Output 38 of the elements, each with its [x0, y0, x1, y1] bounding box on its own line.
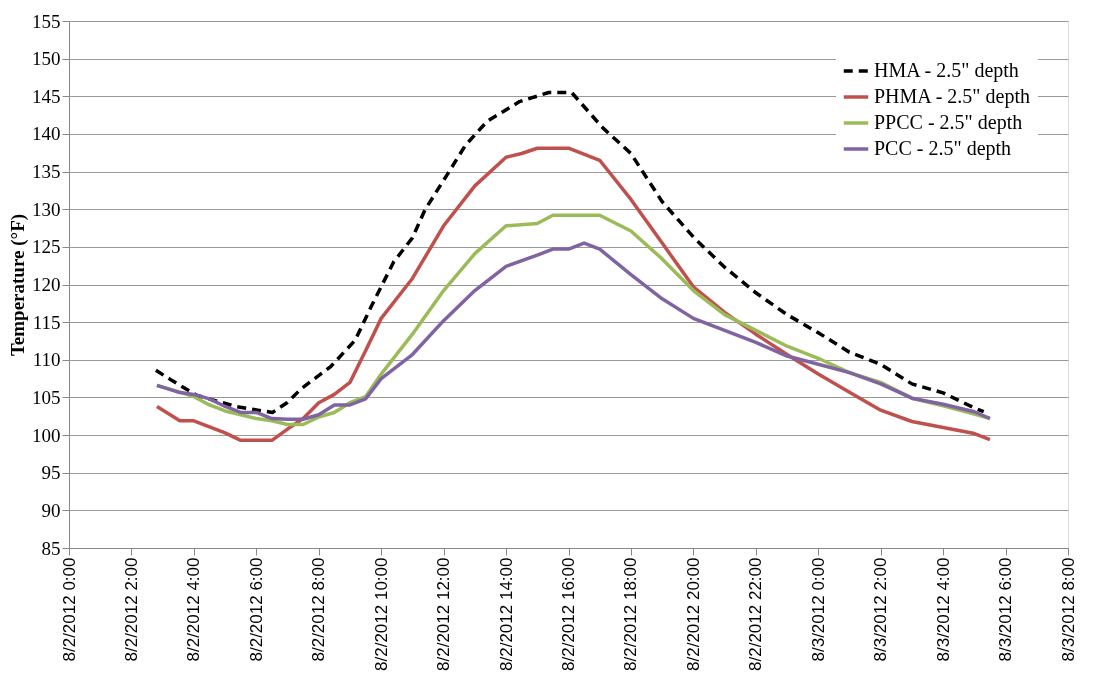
x-tick-label: 8/2/2012 14:00	[496, 557, 516, 671]
y-tick-label: 95	[41, 462, 61, 484]
legend-label: PHMA - 2.5" depth	[874, 85, 1030, 108]
legend-label: HMA - 2.5" depth	[874, 59, 1019, 82]
y-tick-label: 135	[32, 161, 61, 183]
x-tick-label: 8/2/2012 6:00	[246, 557, 266, 662]
y-tick-label: 100	[32, 424, 61, 446]
y-tick-label: 115	[32, 311, 61, 333]
x-tick-label: 8/2/2012 8:00	[309, 557, 329, 662]
y-axis-title: Temperature (°F)	[7, 213, 29, 357]
x-tick-label: 8/2/2012 20:00	[683, 557, 703, 671]
x-tick-label: 8/3/2012 8:00	[1058, 557, 1078, 662]
y-tick-label: 110	[32, 349, 61, 371]
x-tick-label: 8/2/2012 22:00	[746, 557, 766, 671]
y-tick-label: 120	[32, 274, 61, 295]
x-tick-label: 8/2/2012 4:00	[184, 557, 204, 662]
x-tick-label: 8/3/2012 0:00	[808, 557, 828, 662]
y-tick-label: 145	[32, 85, 61, 107]
x-tick-label: 8/2/2012 16:00	[559, 557, 578, 671]
y-tick-label: 130	[32, 198, 61, 220]
line-series	[155, 241, 992, 422]
legend-label: PPCC - 2.5" depth	[874, 111, 1023, 134]
y-tick-label: 140	[32, 123, 61, 145]
x-tick-label: 8/3/2012 4:00	[933, 557, 953, 662]
x-tick-label: 8/2/2012 0:00	[59, 557, 79, 662]
x-tick-label: 8/2/2012 18:00	[621, 557, 641, 671]
x-tick-label: 8/3/2012 6:00	[996, 557, 1016, 662]
y-tick-label: 90	[41, 499, 61, 521]
y-tick-label: 125	[32, 236, 61, 258]
x-tick-label: 8/2/2012 10:00	[371, 557, 391, 671]
x-tick-label: 8/2/2012 2:00	[121, 557, 141, 662]
y-tick-label: 155	[32, 10, 61, 32]
y-tick-label: 150	[32, 48, 61, 70]
legend-label: PCC - 2.5" depth	[874, 137, 1012, 160]
y-tick-label: 85	[41, 537, 61, 559]
x-tick-label: 8/3/2012 2:00	[871, 557, 891, 662]
y-tick-label: 105	[32, 386, 61, 408]
x-tick-label: 8/2/2012 12:00	[434, 557, 454, 671]
